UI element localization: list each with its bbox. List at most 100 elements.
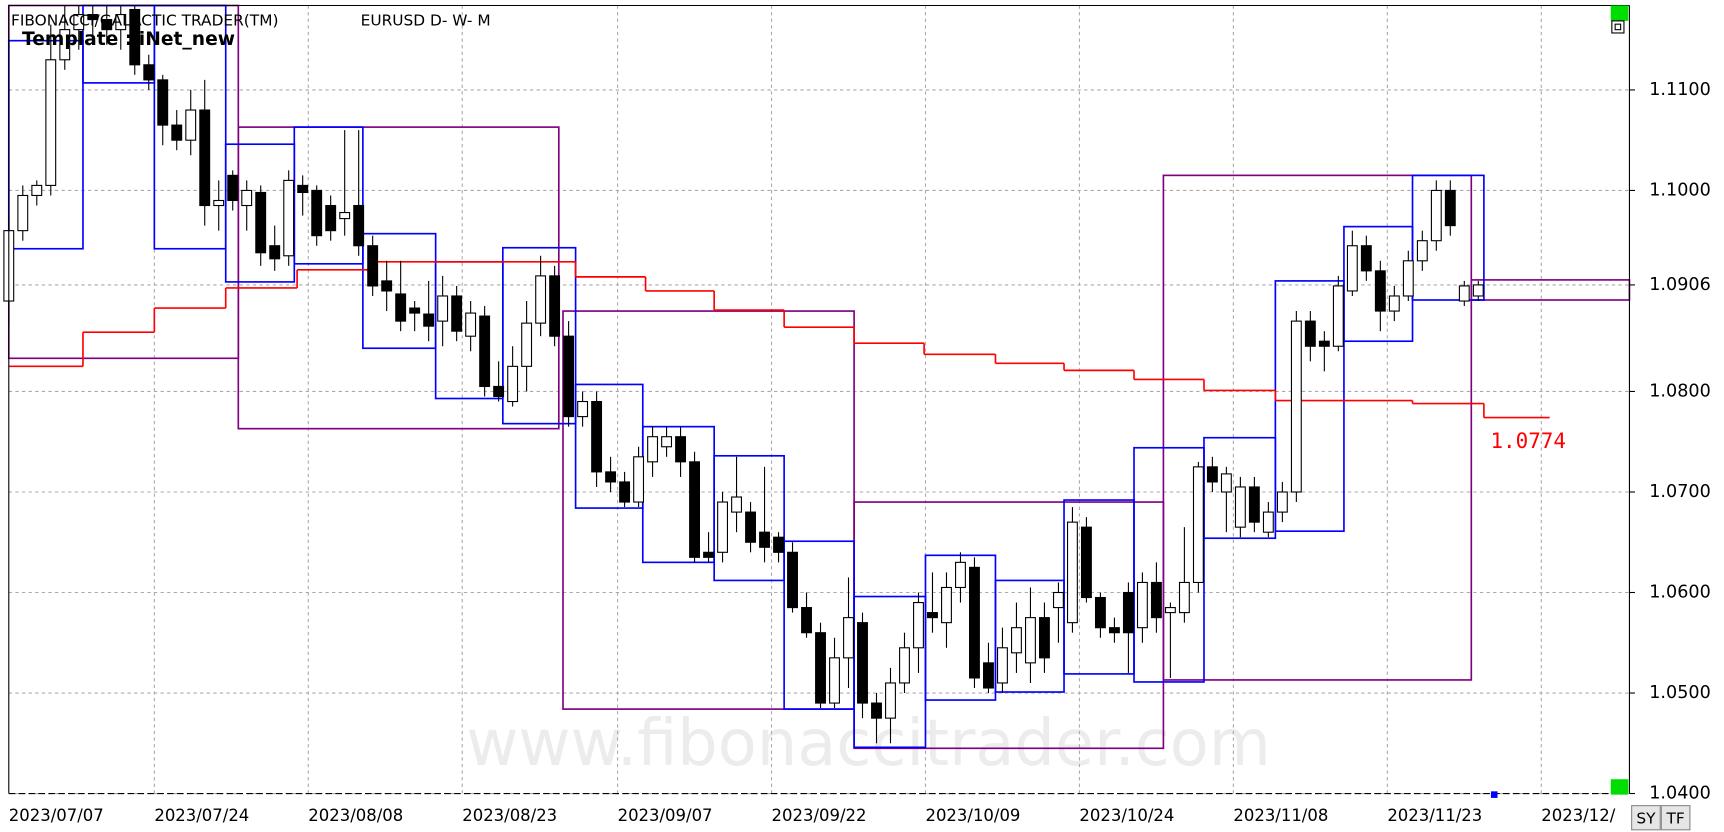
candle-body — [283, 179, 295, 257]
candle-body — [941, 586, 952, 624]
candle-body — [871, 702, 882, 719]
candle-body — [367, 245, 379, 287]
chart-title: FIBONACCI/GALACTIC TRADER(TM) — [11, 11, 278, 29]
candle-body — [87, 13, 99, 21]
candle-body — [563, 335, 575, 418]
candle-body — [437, 295, 449, 322]
moving-average-label: 1.0774 — [1490, 429, 1565, 453]
status-indicator — [1610, 779, 1629, 795]
candle-body — [843, 617, 854, 659]
candle-body — [73, 13, 85, 31]
candle-body — [1024, 617, 1036, 664]
candle-body — [241, 189, 253, 207]
candle-body — [1052, 591, 1064, 609]
y-tick-label: 1.1000 — [1649, 180, 1711, 200]
candle-body — [899, 647, 910, 684]
candle-body — [703, 551, 715, 558]
candle-body — [927, 612, 938, 619]
candle-body — [1374, 270, 1386, 312]
candle-body — [1332, 285, 1344, 347]
candle-body — [59, 29, 71, 61]
candle-body — [465, 312, 477, 337]
candle-body — [829, 657, 840, 704]
candle-body — [1011, 627, 1022, 654]
x-tick-label: 2023/08/23 — [462, 806, 557, 825]
candle-body — [1290, 320, 1302, 493]
watermark: www.fibonaccitrader.com — [466, 707, 1271, 781]
range-box — [502, 246, 577, 425]
plot — [3, 4, 1631, 795]
candle-body — [311, 189, 323, 237]
x-tick-label: 2023/10/09 — [925, 806, 1020, 825]
candle-body — [353, 204, 365, 247]
candle-body — [129, 8, 141, 66]
candle-body — [857, 622, 868, 704]
major-range-box — [1162, 174, 1473, 681]
candle-body — [297, 184, 309, 194]
candle-body — [423, 313, 435, 327]
status-indicator — [1610, 5, 1629, 21]
window-icon[interactable] — [1611, 20, 1625, 34]
candle-body — [1206, 466, 1218, 483]
range-box — [1411, 174, 1485, 301]
y-tick-label: 1.0700 — [1649, 482, 1711, 502]
candle-body — [255, 191, 267, 254]
sy-button[interactable] — [1631, 805, 1661, 831]
candle-body — [1150, 581, 1162, 619]
candle-body — [1458, 285, 1470, 302]
candle-body — [1304, 320, 1316, 347]
candle-body — [1248, 486, 1260, 523]
candle-body — [1038, 617, 1050, 659]
candle-body — [1318, 340, 1330, 347]
candle-body — [31, 184, 43, 197]
candle-body — [1472, 284, 1484, 297]
candle-body — [983, 662, 994, 689]
tf-button-label[interactable]: TF — [1665, 809, 1684, 827]
candle-body — [493, 385, 505, 398]
sy-button-label[interactable]: SY — [1636, 809, 1656, 827]
window-icon — [1614, 23, 1622, 31]
x-tick-label: 2023/07/24 — [154, 806, 249, 825]
y-tick-label: 1.0600 — [1649, 583, 1711, 603]
range-box — [293, 126, 364, 265]
x-tick-label: 2023/10/24 — [1079, 806, 1174, 825]
x-tick-label: 2023/09/22 — [772, 806, 867, 825]
template-label: Template : iNet_new — [22, 29, 235, 50]
candle-body — [787, 551, 798, 609]
candle-body — [731, 496, 742, 513]
time-marker — [1490, 791, 1498, 798]
candle-body — [885, 682, 896, 719]
range-box — [1274, 280, 1345, 533]
candle-body — [17, 194, 29, 232]
candle-body — [409, 307, 421, 314]
candle-body — [1346, 245, 1358, 292]
candle-body — [1192, 466, 1204, 584]
candle-body — [395, 293, 407, 322]
candle-body — [577, 400, 589, 418]
candle-body — [381, 280, 393, 292]
x-tick-label: 2023/08/08 — [308, 806, 403, 825]
candle-body — [1276, 491, 1288, 513]
range-box — [1133, 446, 1205, 683]
candle-body — [339, 212, 351, 220]
candle-body — [507, 365, 519, 403]
y-tick-label: 1.0500 — [1649, 683, 1711, 703]
candle-body — [115, 13, 127, 31]
candle-body — [1430, 189, 1442, 242]
candle-body — [143, 64, 155, 81]
candle-body — [1220, 473, 1232, 493]
candle-body — [1360, 245, 1372, 272]
candle-body — [913, 602, 924, 649]
x-tick-label: 2023/12/ — [1541, 806, 1615, 825]
candle-body — [535, 275, 547, 324]
candle-body — [227, 174, 239, 202]
candle-body — [605, 471, 617, 483]
candle-body — [647, 436, 659, 463]
y-tick-label: 1.0906 — [1649, 275, 1711, 295]
candle-body — [661, 436, 673, 448]
candle-body — [1066, 521, 1078, 624]
tf-button[interactable] — [1660, 805, 1691, 831]
candle-body — [269, 245, 281, 260]
candle-body — [1164, 607, 1176, 614]
